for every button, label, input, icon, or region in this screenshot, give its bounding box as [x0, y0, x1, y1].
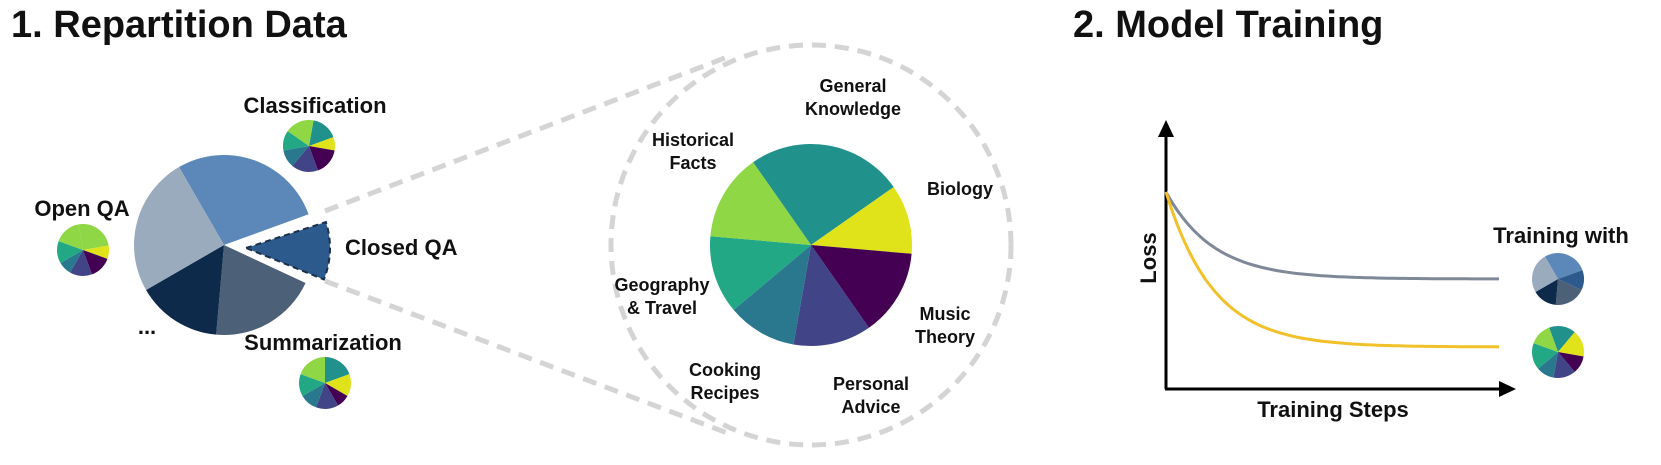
task-label: Summarization	[244, 330, 402, 355]
loss-curve	[1164, 191, 1499, 281]
pie-slice	[1545, 253, 1583, 279]
topic-label: Music Theory	[915, 304, 975, 347]
pie-slice	[793, 245, 869, 346]
pie-slice	[1558, 352, 1584, 372]
pie-slice	[1532, 256, 1558, 292]
pie-slice	[57, 241, 83, 263]
pie-slice	[300, 357, 325, 383]
pie-slice	[710, 236, 811, 310]
pie-slice	[309, 146, 335, 171]
pie-slice	[78, 224, 109, 250]
legend-title: Training with	[1493, 223, 1629, 248]
topic-label: Cooking Recipes	[689, 360, 761, 403]
section-title: 2. Model Training	[1073, 4, 1383, 46]
pie-slice	[133, 167, 224, 290]
topic-label: Geography & Travel	[614, 275, 709, 318]
topic-label: Biology	[927, 179, 993, 199]
pie-slice	[325, 383, 348, 406]
section-title: 1. Repartition Data	[11, 4, 348, 46]
pie-slice	[1549, 326, 1575, 352]
pie-slice	[1553, 352, 1575, 379]
pie-slice	[302, 383, 325, 408]
pie-slice	[325, 357, 350, 383]
pie-slice	[58, 224, 83, 250]
pie-slice	[292, 146, 318, 173]
pie-slice	[710, 162, 811, 245]
pie-slice	[733, 245, 811, 345]
pie-slice	[309, 137, 335, 151]
zoom-connector	[324, 278, 731, 437]
x-axis-arrow	[1499, 381, 1516, 397]
pie-slice	[1533, 327, 1558, 352]
topic-label: Personal Advice	[833, 374, 909, 417]
loss-curve	[1164, 191, 1500, 349]
task-label: ...	[138, 314, 156, 339]
pie-slice	[811, 187, 912, 254]
pie-slice	[146, 245, 224, 335]
task-label: Classification	[243, 93, 386, 118]
pie-slice	[83, 250, 108, 275]
pie-slice	[1538, 352, 1558, 378]
pie-slice	[60, 250, 83, 273]
task-label: Open QA	[34, 196, 129, 221]
pie-slice	[179, 155, 309, 245]
y-axis-label: Loss	[1136, 232, 1161, 283]
pie-slice	[1555, 279, 1582, 305]
pie-slice	[83, 245, 110, 259]
pie-slice	[309, 120, 334, 146]
y-axis-arrow	[1158, 120, 1174, 137]
task-label: Closed QA	[345, 235, 458, 260]
pie-slice	[283, 146, 309, 166]
zoom-connector	[324, 53, 731, 214]
pie-slice	[70, 250, 92, 276]
pie-slice	[283, 131, 309, 151]
pie-slice	[753, 144, 894, 245]
pie-slice	[1535, 279, 1558, 305]
pie-slice	[1558, 270, 1585, 290]
pie-slice	[316, 383, 338, 409]
pie-slice	[287, 119, 314, 146]
pie-slice	[299, 374, 325, 396]
topic-label: Historical Facts	[652, 130, 734, 173]
zoom-circle	[608, 42, 1014, 448]
pie-slice	[1532, 343, 1558, 369]
pie-slice	[811, 245, 912, 328]
shapes	[57, 42, 1585, 448]
x-axis-label: Training Steps	[1257, 397, 1409, 422]
pie-slice	[243, 220, 331, 281]
topic-label: General Knowledge	[805, 76, 901, 119]
pie-slice	[1558, 332, 1585, 357]
pie-slice	[216, 245, 306, 335]
pie-slice	[325, 374, 351, 396]
